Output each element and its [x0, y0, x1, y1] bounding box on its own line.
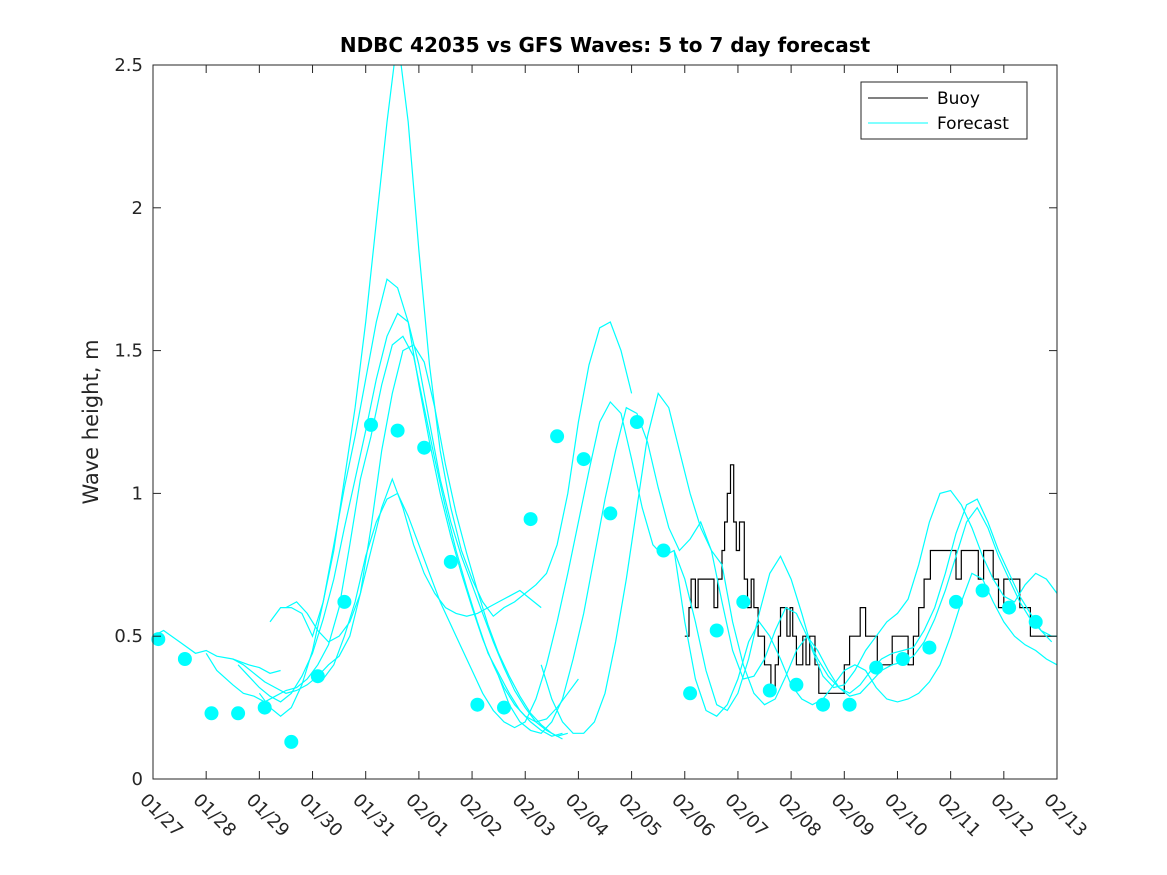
forecast-marker-point	[231, 706, 246, 721]
forecast-marker-point	[523, 512, 538, 527]
forecast-series-line-10	[540, 392, 1057, 734]
forecast-marker-point	[576, 452, 591, 467]
forecast-marker-point	[975, 583, 990, 598]
forecast-series-line-5	[258, 278, 579, 723]
y-tick-label: 2	[132, 198, 143, 219]
forecast-series-line-4	[237, 312, 568, 737]
forecast-marker-point	[922, 640, 937, 655]
y-tick-label: 0.5	[114, 626, 143, 647]
legend-box	[860, 81, 1028, 140]
forecast-marker-point	[337, 594, 352, 609]
buoy-series-line	[684, 464, 1057, 694]
chart-title: NDBC 42035 vs GFS Waves: 5 to 7 day fore…	[340, 33, 871, 57]
y-axis-label: Wave height, m	[79, 339, 103, 504]
forecast-marker-point	[1002, 600, 1017, 615]
forecast-marker-point	[949, 594, 963, 609]
forecast-series-line-3	[232, 344, 563, 740]
forecast-marker-point	[629, 415, 644, 429]
forecast-marker-point	[709, 623, 724, 638]
forecast-marker-point	[550, 429, 565, 444]
forecast-marker-point	[895, 652, 910, 666]
forecast-series-line-9	[498, 406, 1053, 734]
series-layer	[153, 65, 1057, 740]
forecast-marker-point	[789, 677, 804, 692]
forecast-marker-point	[257, 700, 272, 715]
forecast-series-line-1	[153, 629, 281, 674]
legend: Buoy Forecast	[860, 81, 1028, 140]
forecast-marker-point	[1028, 614, 1043, 629]
axes-box	[152, 64, 1058, 780]
forecast-marker-point	[603, 506, 618, 521]
forecast-marker-point	[736, 594, 751, 609]
forecast-marker-point	[470, 697, 485, 712]
legend-buoy-label: Buoy	[937, 89, 980, 109]
forecast-marker-point	[390, 423, 405, 438]
forecast-series-line-7	[285, 477, 542, 643]
y-tick-label: 0	[132, 769, 143, 790]
forecast-series-line-2	[205, 335, 563, 737]
forecast-marker-point	[284, 734, 299, 749]
forecast-marker-point	[762, 683, 777, 698]
forecast-marker-point	[842, 697, 857, 712]
forecast-marker-point	[417, 440, 432, 455]
forecast-marker-point	[683, 686, 698, 701]
forecast-marker-point	[816, 697, 830, 712]
forecast-series-line-11	[673, 550, 1057, 717]
forecast-marker-point	[364, 417, 378, 432]
marker-layer	[151, 415, 1043, 749]
forecast-marker-point	[497, 700, 511, 715]
forecast-marker-point	[151, 632, 166, 647]
forecast-marker-point	[177, 652, 192, 666]
legend-forecast-label: Forecast	[937, 114, 1009, 134]
forecast-marker-point	[204, 706, 219, 721]
forecast-series-line-8	[322, 400, 1057, 729]
y-tick-label: 1.5	[114, 341, 143, 362]
forecast-series-line-6	[269, 65, 633, 638]
forecast-marker-point	[310, 669, 325, 684]
forecast-marker-point	[443, 554, 458, 569]
forecast-marker-point	[656, 543, 671, 558]
y-tick-label: 1	[132, 483, 143, 504]
y-tick-label: 2.5	[114, 55, 143, 76]
plot-area	[153, 65, 1057, 779]
forecast-marker-point	[869, 660, 884, 675]
